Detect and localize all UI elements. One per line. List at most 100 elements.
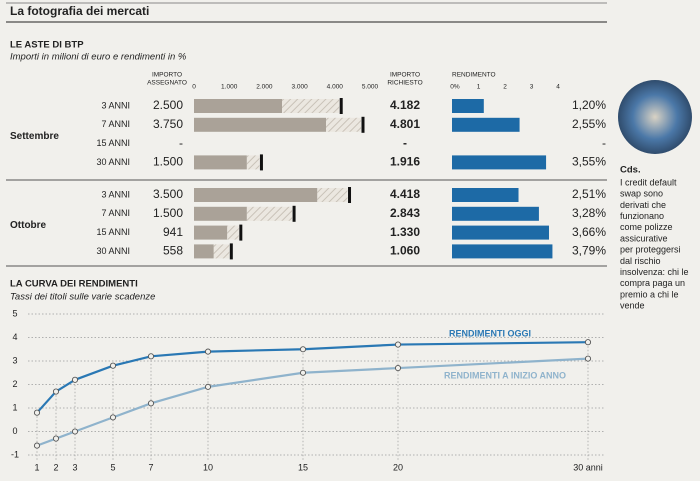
category-label: 3 ANNI (101, 189, 130, 199)
yield-label: 3,66% (572, 225, 606, 239)
point (109, 414, 117, 421)
x-tick-label: 4.000 (327, 84, 344, 91)
category-label: 7 ANNI (101, 208, 130, 218)
sidebar-line: swap sono (620, 189, 663, 199)
assigned-label: 2.500 (153, 98, 183, 112)
requested-marker (229, 243, 233, 260)
column-header: RICHIESTO (387, 80, 422, 87)
legend-label: RENDIMENTI OGGI (449, 328, 531, 338)
yield-label: 3,55% (572, 155, 606, 169)
point (299, 346, 307, 353)
requested-marker (348, 187, 352, 203)
category-label: 3 ANNI (101, 100, 130, 110)
x-tick-label: 3 (72, 462, 77, 472)
yield-tick-label: 0% (450, 84, 460, 91)
sidebar-line: per proteggersi (620, 245, 681, 255)
requested-label: 4.182 (390, 98, 420, 112)
x-tick-label: 7 (148, 462, 153, 472)
y-tick-label: 4 (12, 332, 17, 342)
section-title: LE ASTE DI BTP (10, 40, 84, 51)
category-label: 15 ANNI (96, 227, 130, 237)
section-title: LA CURVA DEI RENDIMENTI (10, 279, 138, 290)
requested-marker (259, 154, 263, 171)
yield-label: 3,28% (572, 206, 606, 220)
point (584, 355, 592, 362)
point (394, 364, 402, 372)
assigned-bar (194, 99, 282, 113)
yield-tick-label: 3 (530, 84, 534, 91)
yield-label: 2,51% (572, 187, 606, 201)
section-subtitle: Importi in milioni di euro e rendimenti … (10, 52, 187, 63)
unassigned-hatch (326, 117, 361, 132)
yield-bar (452, 99, 484, 113)
requested-label: 1.060 (390, 244, 420, 258)
photo (618, 80, 692, 154)
sidebar-line: premio a chi le (620, 289, 679, 299)
x-tick-label: 20 (393, 462, 403, 472)
yield-tick-label: 4 (556, 84, 560, 91)
requested-label: 1.916 (390, 155, 420, 169)
point (299, 369, 307, 376)
x-tick-label: 2 (53, 462, 58, 472)
x-tick-label: 3.000 (291, 84, 308, 91)
x-tick-label: 30 anni (573, 462, 603, 472)
x-tick-label: 15 (298, 462, 308, 472)
sidebar-line: compra paga un (620, 278, 685, 288)
assigned-label: - (179, 136, 183, 150)
assigned-bar (194, 155, 247, 170)
yield-bar (452, 225, 549, 240)
category-label: 15 ANNI (96, 138, 130, 148)
column-header: ASSEGNATO (147, 80, 187, 87)
y-tick-label: 2 (12, 379, 17, 389)
sidebar-title: Cds. (620, 165, 641, 176)
sidebar-line: come polizze (620, 222, 673, 232)
category-label: 30 ANNI (96, 157, 130, 167)
requested-label: - (403, 136, 407, 150)
unassigned-hatch (213, 244, 230, 259)
x-tick-label: 1 (34, 462, 39, 472)
assigned-label: 1.500 (153, 206, 183, 220)
category-label: 30 ANNI (96, 246, 130, 256)
assigned-label: 3.500 (153, 187, 183, 201)
assigned-bar (194, 188, 318, 202)
group-label: Ottobre (10, 220, 47, 231)
yield-bar (452, 206, 539, 221)
point (33, 442, 41, 449)
group-label: Settembre (10, 131, 59, 142)
y-tick-label: 3 (12, 355, 17, 365)
x-tick-label: 2.000 (256, 84, 273, 91)
y-tick-label: -1 (11, 449, 19, 459)
point (147, 400, 155, 407)
y-tick-label: 1 (12, 402, 17, 412)
sidebar-line: I credit default (620, 177, 677, 187)
x-tick-label: 10 (203, 462, 213, 472)
unassigned-hatch (282, 99, 340, 113)
assigned-label: 3.750 (153, 117, 183, 131)
requested-marker (361, 116, 365, 133)
point (109, 362, 117, 369)
point (204, 348, 212, 355)
sidebar-line: vende (620, 301, 645, 311)
yield-label: 1,20% (572, 98, 606, 112)
yield-bar (452, 117, 520, 132)
yield-label: 3,79% (572, 244, 606, 258)
assigned-bar (194, 117, 326, 132)
column-header: IMPORTO (390, 72, 420, 79)
point (584, 339, 592, 346)
assigned-bar (194, 244, 214, 259)
yield-tick-label: 1 (477, 84, 481, 91)
sidebar-line: funzionano (620, 211, 664, 221)
category-label: 7 ANNI (101, 119, 130, 129)
point (204, 383, 212, 390)
requested-marker (339, 98, 343, 114)
requested-label: 4.418 (390, 187, 420, 201)
unassigned-hatch (246, 206, 293, 221)
assigned-bar (194, 206, 247, 221)
assigned-label: 558 (163, 244, 183, 258)
y-tick-label: 5 (12, 308, 17, 318)
requested-label: 1.330 (390, 225, 420, 239)
yield-bar (452, 155, 547, 170)
x-tick-label: 5 (110, 462, 115, 472)
